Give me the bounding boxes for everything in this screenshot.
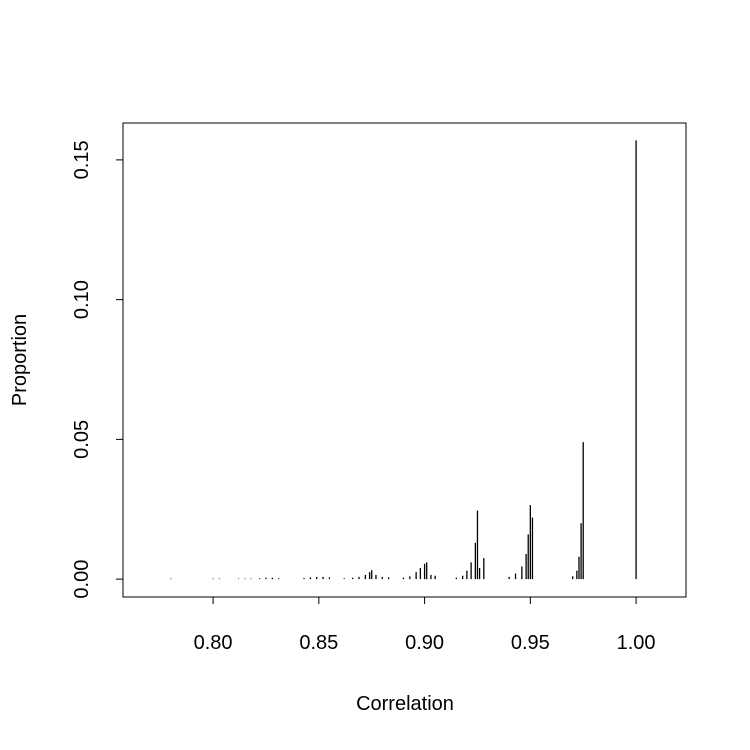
y-tick-label: 0.05 — [71, 420, 93, 459]
plot-box — [122, 122, 687, 598]
y-axis-label: Proportion — [9, 314, 31, 406]
x-tick-label: 0.85 — [299, 632, 338, 654]
y-tick-label: 0.00 — [71, 560, 93, 599]
y-tick-label: 0.10 — [71, 280, 93, 319]
x-tick-label: 1.00 — [617, 632, 656, 654]
x-tick-label: 0.90 — [405, 632, 444, 654]
x-tick-label: 0.95 — [511, 632, 550, 654]
x-axis-label: Correlation — [356, 693, 454, 715]
y-tick-label: 0.15 — [71, 140, 93, 179]
x-tick-label: 0.80 — [194, 632, 233, 654]
